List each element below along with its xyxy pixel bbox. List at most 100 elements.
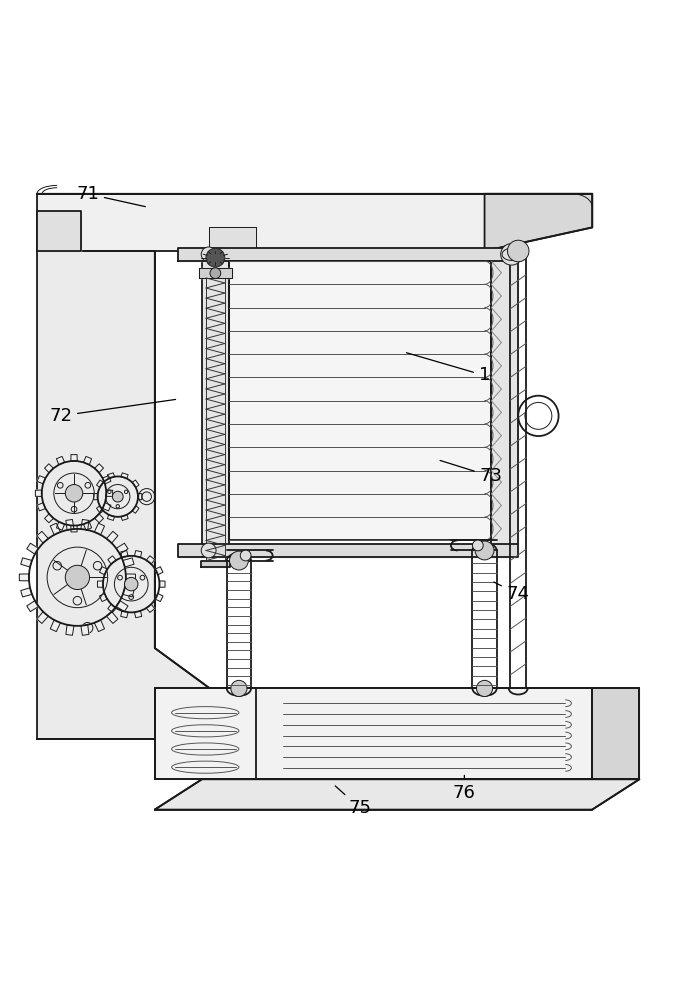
Circle shape	[476, 680, 493, 697]
Polygon shape	[146, 556, 155, 564]
Polygon shape	[44, 464, 54, 473]
Polygon shape	[81, 625, 89, 635]
Polygon shape	[202, 251, 229, 557]
Polygon shape	[100, 567, 107, 575]
Polygon shape	[108, 515, 114, 520]
Polygon shape	[94, 514, 104, 523]
Polygon shape	[201, 561, 230, 567]
Polygon shape	[108, 556, 116, 564]
Circle shape	[210, 268, 221, 279]
Circle shape	[229, 551, 248, 570]
Polygon shape	[155, 779, 639, 810]
Polygon shape	[98, 581, 103, 587]
Polygon shape	[132, 506, 139, 513]
Polygon shape	[229, 261, 491, 540]
Polygon shape	[81, 519, 89, 530]
Polygon shape	[146, 604, 155, 612]
Polygon shape	[102, 476, 111, 484]
Polygon shape	[66, 519, 74, 530]
Circle shape	[112, 491, 123, 502]
Polygon shape	[21, 558, 32, 567]
Polygon shape	[199, 268, 232, 278]
Polygon shape	[27, 601, 38, 612]
Polygon shape	[71, 455, 77, 461]
Polygon shape	[50, 523, 61, 535]
Polygon shape	[37, 251, 256, 739]
Text: 73: 73	[440, 460, 503, 485]
Circle shape	[231, 680, 247, 697]
Polygon shape	[485, 194, 592, 251]
Polygon shape	[108, 473, 114, 479]
Polygon shape	[108, 604, 116, 612]
Polygon shape	[96, 480, 104, 487]
Polygon shape	[57, 456, 65, 465]
Polygon shape	[106, 612, 118, 623]
Circle shape	[507, 240, 529, 262]
Polygon shape	[83, 522, 92, 530]
Polygon shape	[116, 601, 128, 612]
Polygon shape	[138, 493, 142, 500]
Polygon shape	[120, 551, 128, 557]
Polygon shape	[57, 522, 65, 530]
Polygon shape	[37, 211, 81, 251]
Circle shape	[125, 577, 138, 591]
Polygon shape	[160, 581, 165, 587]
Polygon shape	[116, 543, 128, 554]
Polygon shape	[66, 625, 74, 635]
Polygon shape	[209, 227, 256, 251]
Polygon shape	[94, 523, 104, 535]
Polygon shape	[20, 574, 29, 581]
Polygon shape	[100, 593, 107, 602]
Polygon shape	[121, 473, 128, 479]
Text: 74: 74	[494, 582, 530, 603]
Circle shape	[240, 550, 251, 561]
Polygon shape	[37, 531, 48, 543]
Polygon shape	[44, 514, 54, 523]
Circle shape	[206, 248, 225, 267]
Circle shape	[201, 543, 216, 558]
Polygon shape	[83, 456, 92, 465]
Circle shape	[201, 247, 216, 262]
Polygon shape	[36, 490, 42, 496]
Polygon shape	[122, 558, 134, 567]
Polygon shape	[135, 551, 142, 557]
Polygon shape	[21, 588, 32, 597]
Circle shape	[475, 541, 494, 560]
Circle shape	[65, 565, 90, 590]
Polygon shape	[37, 612, 48, 623]
Polygon shape	[94, 620, 104, 632]
Polygon shape	[122, 588, 134, 597]
Polygon shape	[178, 248, 518, 261]
Polygon shape	[71, 525, 77, 532]
Polygon shape	[132, 480, 139, 487]
Text: 72: 72	[49, 399, 176, 425]
Polygon shape	[120, 611, 128, 618]
Polygon shape	[135, 611, 142, 618]
Polygon shape	[155, 593, 163, 602]
Polygon shape	[121, 515, 128, 520]
Polygon shape	[178, 544, 518, 557]
Polygon shape	[37, 194, 592, 251]
Polygon shape	[592, 688, 639, 779]
Text: 76: 76	[453, 775, 476, 802]
Polygon shape	[37, 503, 46, 511]
Text: 71: 71	[76, 185, 145, 207]
Polygon shape	[106, 531, 118, 543]
Polygon shape	[27, 543, 38, 554]
Text: 75: 75	[335, 786, 371, 817]
Polygon shape	[106, 490, 112, 496]
Circle shape	[65, 485, 83, 502]
Polygon shape	[102, 503, 111, 511]
Polygon shape	[491, 251, 518, 557]
Polygon shape	[126, 574, 135, 581]
Polygon shape	[155, 688, 592, 779]
Polygon shape	[96, 506, 104, 513]
Polygon shape	[94, 464, 104, 473]
Polygon shape	[37, 476, 46, 484]
Polygon shape	[94, 493, 98, 500]
Circle shape	[501, 244, 522, 265]
Polygon shape	[155, 567, 163, 575]
Text: 1: 1	[406, 353, 490, 384]
Polygon shape	[50, 620, 61, 632]
Circle shape	[472, 540, 483, 551]
